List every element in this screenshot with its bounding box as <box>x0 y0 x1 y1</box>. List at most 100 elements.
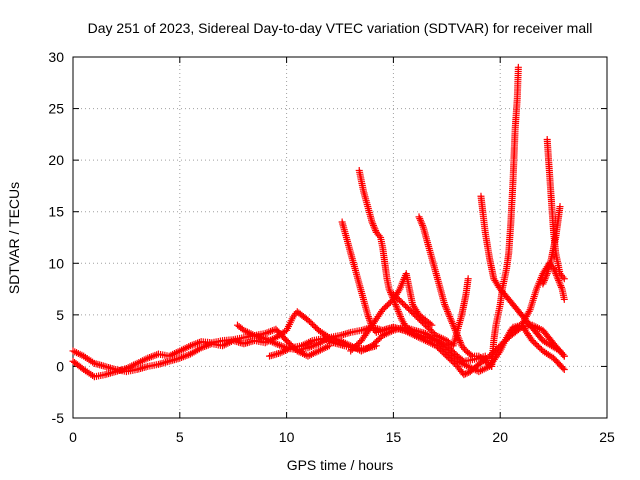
data-point <box>528 337 536 345</box>
data-point <box>307 319 315 327</box>
data-point <box>408 308 416 316</box>
data-point <box>310 322 318 330</box>
data-point <box>461 370 469 378</box>
data-point <box>397 314 405 322</box>
data-point <box>447 316 455 324</box>
x-tick-label: 20 <box>492 429 508 445</box>
y-tick-label: 0 <box>56 358 64 374</box>
x-tick-label: 0 <box>69 429 77 445</box>
data-point <box>441 302 449 310</box>
data-point <box>461 345 469 353</box>
series-track-j <box>477 192 568 360</box>
data-point <box>525 307 533 315</box>
data-point <box>446 313 454 321</box>
data-point <box>406 306 414 314</box>
data-point <box>416 215 424 223</box>
data-point <box>424 324 432 332</box>
data-point <box>559 273 567 281</box>
data-point <box>370 223 378 231</box>
data-point <box>559 364 567 372</box>
data-point <box>420 320 428 328</box>
data-point <box>448 318 456 326</box>
data-point <box>446 314 454 322</box>
data-point <box>309 320 317 328</box>
data-point <box>409 330 417 338</box>
data-point <box>396 296 404 304</box>
data-point <box>467 351 475 359</box>
y-tick-label: 30 <box>48 49 64 65</box>
data-point <box>369 221 377 229</box>
data-point <box>368 218 376 226</box>
grid-lines <box>73 57 607 418</box>
data-point <box>374 336 382 344</box>
data-point <box>351 343 359 351</box>
data-point <box>560 366 568 374</box>
data-point <box>347 347 355 355</box>
data-point <box>445 311 453 319</box>
data-point <box>550 266 558 274</box>
data-point <box>463 369 471 377</box>
y-axis-label: SDTVAR / TECUs <box>6 182 22 294</box>
y-tick-label: 20 <box>48 152 64 168</box>
data-point <box>395 287 403 295</box>
data-point <box>375 232 383 240</box>
x-tick-label: 10 <box>279 429 295 445</box>
data-point <box>376 334 384 342</box>
data-point <box>550 264 558 272</box>
data-point <box>450 349 458 357</box>
data-point <box>389 290 397 298</box>
data-point <box>556 280 564 288</box>
data-point <box>444 307 452 315</box>
data-point <box>412 312 420 320</box>
data-point <box>443 306 451 314</box>
data-point <box>533 341 541 349</box>
data-point <box>391 292 399 300</box>
data-point <box>369 220 377 228</box>
x-tick-label: 15 <box>386 429 402 445</box>
data-point <box>409 309 417 317</box>
series-track-d <box>266 335 380 360</box>
data-point <box>284 338 292 346</box>
y-tick-label: 15 <box>48 204 64 220</box>
data-point <box>555 276 563 284</box>
data-point <box>365 314 373 322</box>
data-point <box>418 318 426 326</box>
data-point <box>554 275 562 283</box>
data-point <box>364 313 372 321</box>
data-point <box>405 305 413 313</box>
data-point <box>354 340 362 348</box>
data-point <box>325 342 333 350</box>
data-point <box>304 316 312 324</box>
data-point <box>394 306 402 314</box>
data-point <box>530 338 538 346</box>
data-point <box>514 63 522 71</box>
data-point <box>415 213 423 221</box>
data-point <box>560 295 568 303</box>
data-point <box>383 301 391 309</box>
data-point <box>418 220 426 228</box>
x-axis-label: GPS time / hours <box>287 457 394 473</box>
data-point <box>540 278 548 286</box>
data-point <box>495 349 503 357</box>
data-point <box>283 337 291 345</box>
series-track-n <box>539 203 564 288</box>
data-point <box>536 344 544 352</box>
data-point <box>557 282 565 290</box>
data-point <box>382 303 390 311</box>
data-point <box>385 285 393 293</box>
data-point <box>429 329 437 337</box>
data-point <box>444 309 452 317</box>
data-point <box>400 301 408 309</box>
y-tick-label: 25 <box>48 101 64 117</box>
data-point <box>411 311 419 319</box>
data-point <box>458 356 466 364</box>
data-point <box>397 313 405 321</box>
data-point <box>305 317 313 325</box>
data-point <box>456 337 464 345</box>
series-track-f <box>355 166 419 339</box>
data-point <box>350 344 358 352</box>
data-point <box>394 307 402 315</box>
data-point <box>392 302 400 310</box>
data-point <box>423 323 431 331</box>
data-point <box>348 345 356 353</box>
